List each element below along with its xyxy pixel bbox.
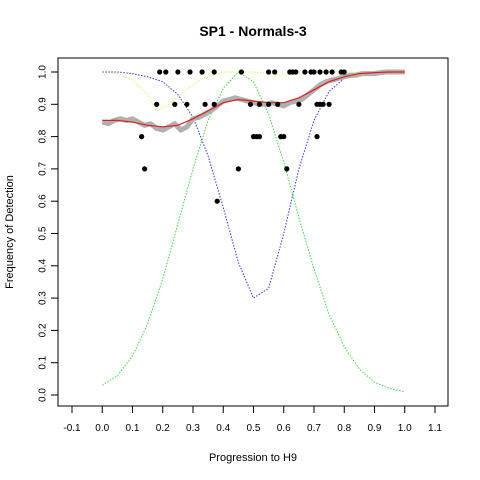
x-tick-label: 0.7 <box>307 423 321 434</box>
data-point <box>163 69 169 75</box>
x-tick-label: -0.1 <box>63 423 81 434</box>
yellow-dotted-curve <box>102 71 405 112</box>
data-point <box>314 134 320 140</box>
data-point <box>247 101 254 107</box>
x-tick-label: 1.0 <box>398 423 412 434</box>
data-point <box>184 101 190 107</box>
data-point <box>157 69 163 75</box>
data-point <box>341 69 347 75</box>
data-point <box>293 69 299 75</box>
points-layer <box>139 69 347 204</box>
y-tick-label: 0.2 <box>38 323 49 337</box>
y-tick-label: 0.3 <box>38 291 49 305</box>
y-tick-label: 0.5 <box>38 226 49 240</box>
data-point <box>142 166 148 172</box>
blue-dotted-curve <box>102 71 405 299</box>
curves-layer <box>101 69 405 393</box>
y-tick-label: 0.7 <box>38 162 49 176</box>
data-point <box>266 69 272 75</box>
y-axis: 0.0 0.1 0.2 0.3 0.4 0.5 0.6 0.7 0.8 0.9 1.0 <box>38 65 58 402</box>
data-point <box>211 69 217 75</box>
chart-title: SP1 - Normals-3 <box>199 23 307 39</box>
x-tick-label: 0.0 <box>95 423 109 434</box>
x-tick-label: 0.1 <box>126 423 140 434</box>
data-point <box>238 69 244 75</box>
data-point <box>211 101 217 107</box>
data-point <box>187 69 193 75</box>
data-point <box>317 69 323 75</box>
x-tick-label: 0.3 <box>186 423 200 434</box>
y-tick-label: 0.1 <box>38 355 49 369</box>
y-axis-title: Frequency of Detection <box>4 175 16 289</box>
x-tick-label: 0.2 <box>156 423 170 434</box>
data-point <box>281 134 287 140</box>
data-point <box>296 101 302 107</box>
data-point <box>284 166 290 172</box>
data-point <box>311 69 317 75</box>
data-point <box>329 69 335 75</box>
x-axis-title: Progression to H9 <box>209 452 297 464</box>
y-tick-label: 0.6 <box>38 194 49 208</box>
y-tick-label: 1.0 <box>38 65 49 79</box>
x-tick-label: 0.6 <box>277 423 291 434</box>
data-point <box>323 69 329 75</box>
green-dotted-curve <box>102 71 405 393</box>
data-point <box>326 101 332 107</box>
x-axis: -0.1 0.0 0.1 0.2 0.3 0.4 0.5 0.6 0.7 0.8 0.9 1.0 1.1 <box>63 406 442 434</box>
x-tick-label: 1.1 <box>428 423 442 434</box>
data-point <box>214 198 220 204</box>
data-point <box>235 166 241 172</box>
data-point <box>302 69 308 75</box>
y-tick-label: 0.4 <box>38 258 49 272</box>
x-tick-label: 0.8 <box>337 423 351 434</box>
data-point <box>175 69 181 75</box>
data-point <box>202 101 208 107</box>
data-point <box>256 134 263 140</box>
data-point <box>320 101 326 107</box>
data-point <box>275 101 281 107</box>
y-tick-label: 0.0 <box>38 388 49 402</box>
red-fit-curve <box>102 71 405 128</box>
data-point <box>139 134 145 140</box>
x-tick-label: 0.5 <box>247 423 261 434</box>
data-point <box>256 101 263 107</box>
x-tick-label: 0.9 <box>368 423 382 434</box>
y-tick-label: 0.8 <box>38 129 49 143</box>
data-point <box>272 69 278 75</box>
data-point <box>172 101 178 107</box>
plot-frame <box>57 57 449 407</box>
data-point <box>154 101 160 107</box>
y-tick-label: 0.9 <box>38 97 49 111</box>
data-point <box>199 69 205 75</box>
x-tick-label: 0.4 <box>216 423 230 434</box>
data-point <box>266 101 272 107</box>
